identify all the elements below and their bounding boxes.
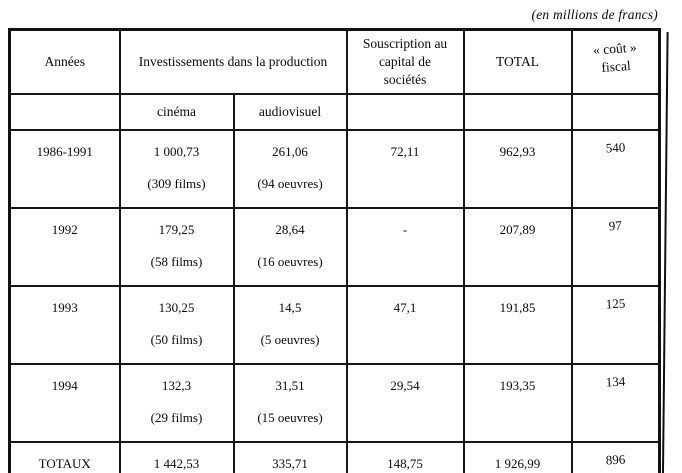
cell-souscription: -: [345, 207, 465, 287]
cell-cout: 97: [570, 207, 661, 287]
value: 130,25: [158, 300, 195, 315]
value: 28,64: [275, 222, 305, 237]
value: 125: [604, 295, 626, 312]
table-row: 1992 179,25 (58 films) 28,64 (16 oeuvres…: [8, 207, 661, 287]
sub-value: (15 oeuvres): [257, 410, 323, 425]
cell-total: 207,89: [462, 207, 573, 287]
value: 97: [608, 217, 622, 234]
header-souscription: Souscription au capital de sociétés: [345, 28, 465, 95]
value: 335,71: [272, 456, 308, 471]
cell-souscription: 148,75 (7,8 %): [345, 441, 465, 473]
cell-annees: 1992: [8, 207, 121, 287]
header-cout-fiscal: « coût » fiscal: [570, 28, 661, 95]
value: 134: [604, 373, 626, 390]
header-empty-cout: [570, 93, 661, 131]
cell-annees: 1994: [8, 363, 121, 443]
value: -: [402, 222, 408, 237]
cell-cout: 540: [570, 129, 661, 209]
cell-annees: TOTAUX: [8, 441, 121, 473]
cell-cinema: 1 442,53 (74,8 %): [118, 441, 235, 473]
table-row-totals: TOTAUX 1 442,53 (74,8 %) 335,71 (17,4 %)…: [8, 441, 661, 473]
cell-souscription: 72,11: [345, 129, 465, 209]
value: 896: [604, 451, 626, 468]
cell-total: 962,93: [462, 129, 573, 209]
cell-annees: 1986-1991: [8, 129, 121, 209]
cell-cout: 896: [570, 441, 661, 473]
value: 179,25: [158, 222, 195, 237]
header-row-2: cinéma audiovisuel: [8, 93, 661, 131]
cell-souscription: 29,54: [345, 363, 465, 443]
cell-audiovisuel: 335,71 (17,4 %): [232, 441, 348, 473]
cell-cout: 125: [570, 285, 661, 365]
sub-value: (58 films): [150, 254, 203, 269]
value: 261,06: [272, 144, 308, 159]
value: 1 442,53: [153, 456, 200, 471]
cell-audiovisuel: 31,51 (15 oeuvres): [232, 363, 348, 443]
cell-annees: 1993: [8, 285, 121, 365]
cell-cout: 134: [570, 363, 661, 443]
header-cinema: cinéma: [118, 93, 235, 131]
sub-value: (29 films): [150, 410, 203, 425]
sub-value: (50 films): [150, 332, 203, 347]
value: 132,3: [161, 378, 192, 393]
units-caption: (en millions de francs): [531, 7, 658, 22]
cell-cinema: 132,3 (29 films): [118, 363, 235, 443]
header-total: TOTAL: [462, 28, 573, 95]
cell-cinema: 130,25 (50 films): [118, 285, 235, 365]
value: 47,1: [393, 300, 417, 315]
cell-total: 193,35: [462, 363, 573, 443]
cell-audiovisuel: 261,06 (94 oeuvres): [232, 129, 348, 209]
sub-value: (94 oeuvres): [257, 176, 323, 191]
value: 14,5: [278, 300, 302, 315]
header-investissements: Investissements dans la production: [118, 28, 348, 95]
investments-table: Années Investissements dans la productio…: [8, 28, 661, 473]
cell-total: 1 926,99: [462, 441, 573, 473]
cell-cinema: 1 000,73 (309 films): [118, 129, 235, 209]
cell-souscription: 47,1: [345, 285, 465, 365]
table-row: 1994 132,3 (29 films) 31,51 (15 oeuvres)…: [8, 363, 661, 443]
sub-value: (309 films): [147, 176, 206, 191]
table-row: 1986-1991 1 000,73 (309 films) 261,06 (9…: [8, 129, 661, 209]
header-row-1: Années Investissements dans la productio…: [8, 28, 661, 95]
value: 1 000,73: [153, 144, 200, 159]
table-row: 1993 130,25 (50 films) 14,5 (5 oeuvres) …: [8, 285, 661, 365]
cell-total: 191,85: [462, 285, 573, 365]
value: 540: [604, 139, 626, 156]
header-empty-annees: [8, 93, 121, 131]
header-audiovisuel: audiovisuel: [232, 93, 348, 131]
header-empty-souscription: [345, 93, 465, 131]
value: 31,51: [275, 378, 305, 393]
header-empty-total: [462, 93, 573, 131]
value: 148,75: [387, 456, 423, 471]
sub-value: (16 oeuvres): [257, 254, 323, 269]
cell-cinema: 179,25 (58 films): [118, 207, 235, 287]
header-annees: Années: [8, 28, 121, 95]
value: 72,11: [390, 144, 420, 159]
header-cout-fiscal-label: « coût » fiscal: [592, 39, 637, 75]
sub-value: (5 oeuvres): [260, 332, 320, 347]
cell-audiovisuel: 14,5 (5 oeuvres): [232, 285, 348, 365]
value: 29,54: [390, 378, 420, 393]
table-container: Années Investissements dans la productio…: [8, 28, 661, 473]
cell-audiovisuel: 28,64 (16 oeuvres): [232, 207, 348, 287]
